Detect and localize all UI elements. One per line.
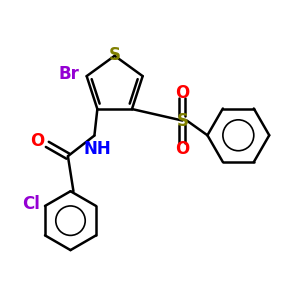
- Text: O: O: [175, 140, 190, 158]
- Text: O: O: [175, 84, 190, 102]
- Text: O: O: [30, 132, 44, 150]
- Text: S: S: [109, 46, 121, 64]
- Text: NH: NH: [83, 140, 111, 158]
- Text: Cl: Cl: [22, 196, 40, 214]
- Text: Br: Br: [58, 65, 79, 83]
- Text: S: S: [176, 112, 188, 130]
